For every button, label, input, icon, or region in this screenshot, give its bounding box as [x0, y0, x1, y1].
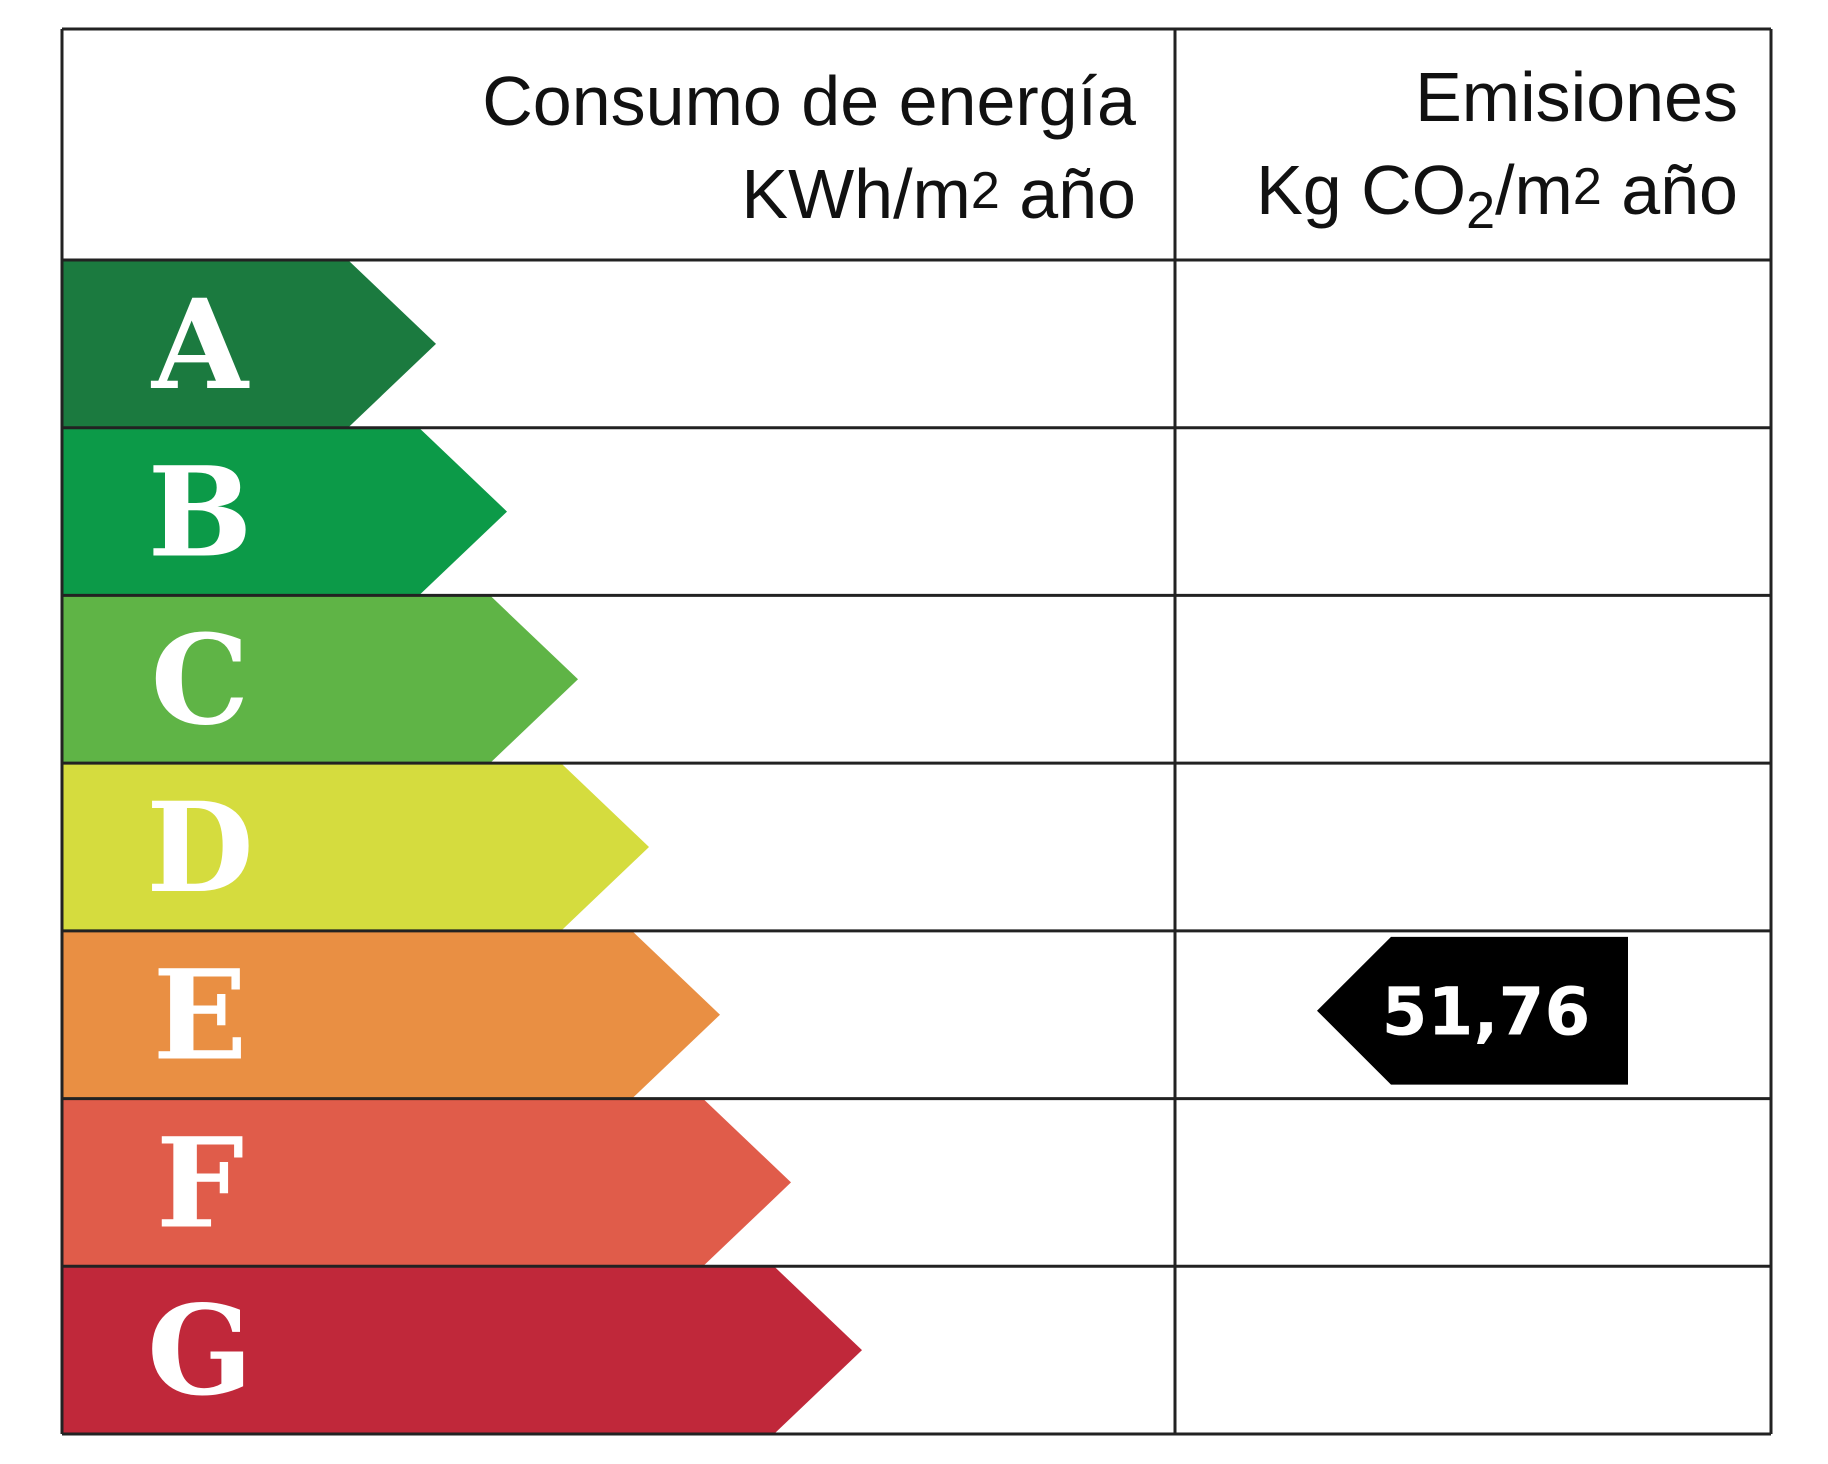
unit-part: /m [1495, 151, 1573, 229]
unit-exponent: 2 [1573, 158, 1602, 216]
unit-part: año [1602, 151, 1738, 229]
emissions-unit: Kg CO2/m2 año [1256, 151, 1738, 240]
unit-part: Kg CO [1256, 151, 1466, 229]
unit-part: año [1000, 155, 1136, 233]
grade-arrow [62, 1266, 862, 1434]
grade-letter: F [156, 1111, 244, 1256]
grade-letter: E [153, 944, 248, 1089]
grade-letter: A [151, 273, 250, 418]
emissions-marker [1317, 936, 1628, 1085]
grade-arrow [62, 260, 436, 428]
unit-subscript: 2 [1466, 182, 1495, 240]
grade-letter: C [151, 608, 250, 753]
emissions-title: Emisiones [1415, 58, 1738, 136]
unit-exponent: 2 [971, 162, 1000, 220]
grade-arrow [62, 427, 507, 596]
unit-part: KWh/m [741, 155, 970, 233]
grade-letter: B [148, 441, 253, 586]
grade-arrow [62, 1098, 791, 1267]
consumption-title: Consumo de energía [482, 62, 1136, 140]
emissions-value: 51,76 [1382, 974, 1591, 1051]
grade-arrow [62, 595, 578, 764]
grade-letter: D [146, 776, 254, 921]
grade-arrow [62, 930, 720, 1099]
grade-letter: G [147, 1279, 253, 1424]
consumption-unit: KWh/m2 año [741, 155, 1136, 233]
grade-arrow [62, 763, 649, 931]
